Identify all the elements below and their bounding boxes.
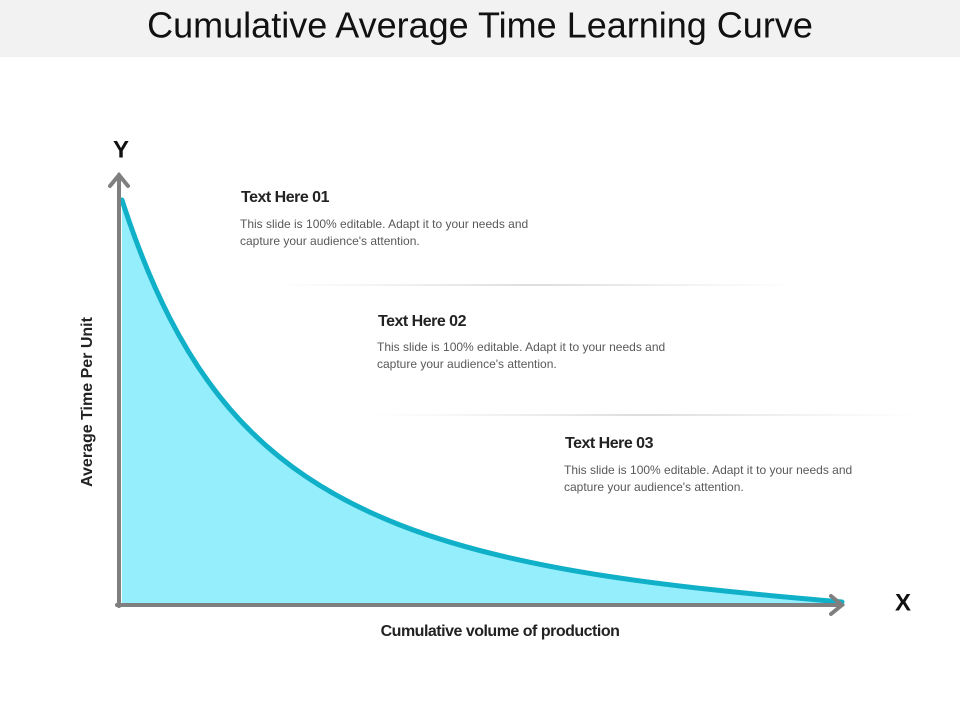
item-text: capture your audience's attention. <box>564 480 744 494</box>
item-heading: Text Here 01 <box>241 189 330 206</box>
y-axis-label: Average Time Per Unit <box>79 316 96 487</box>
item-text: capture your audience's attention. <box>240 234 420 248</box>
curve-area <box>122 200 842 605</box>
curve <box>119 197 845 605</box>
item-heading: Text Here 03 <box>565 435 654 452</box>
item-text: capture your audience's attention. <box>377 357 557 371</box>
separator <box>370 414 920 416</box>
x-axis-label: Cumulative volume of production <box>381 623 620 640</box>
item-text: This slide is 100% editable. Adapt it to… <box>564 463 852 477</box>
item-text: This slide is 100% editable. Adapt it to… <box>240 217 528 231</box>
title-band <box>0 0 960 57</box>
y-arrow <box>108 171 130 188</box>
x-arrow <box>829 594 846 616</box>
y-axis-letter: Y <box>113 136 129 163</box>
title: Cumulative Average Time Learning Curve <box>147 5 813 46</box>
item-heading: Text Here 02 <box>378 313 467 330</box>
item-text: This slide is 100% editable. Adapt it to… <box>377 340 665 354</box>
separator <box>270 284 800 286</box>
axes <box>108 171 846 616</box>
x-axis-letter: X <box>895 589 911 616</box>
